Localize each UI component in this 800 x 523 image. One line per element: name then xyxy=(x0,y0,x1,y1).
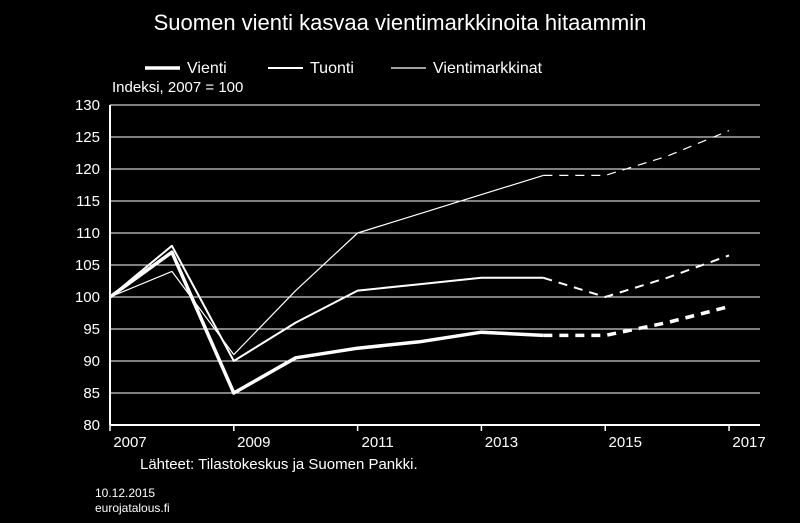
x-tick-label: 2009 xyxy=(237,434,270,451)
axis-subtitle: Indeksi, 2007 = 100 xyxy=(112,79,243,96)
y-tick-label: 80 xyxy=(83,417,100,434)
y-tick-label: 130 xyxy=(75,97,100,114)
y-tick-label: 120 xyxy=(75,161,100,178)
source-label: Lähteet: Tilastokeskus ja Suomen Pankki. xyxy=(140,456,418,473)
legend: Vienti Tuonti Vientimarkkinat xyxy=(145,60,543,77)
legend-label: Vientimarkkinat xyxy=(433,60,543,77)
x-tick-label: 2017 xyxy=(732,434,765,451)
y-tick-label: 105 xyxy=(75,257,100,274)
legend-label: Vienti xyxy=(187,60,227,77)
y-tick-label: 110 xyxy=(76,225,100,242)
footnote-date: 10.12.2015 xyxy=(95,486,155,500)
y-tick-label: 85 xyxy=(83,385,100,402)
x-tick-label: 2013 xyxy=(485,434,518,451)
y-tick-label: 125 xyxy=(75,129,100,146)
x-tick-label: 2011 xyxy=(361,434,393,451)
x-tick-label: 2015 xyxy=(609,434,642,451)
y-tick-label: 95 xyxy=(83,321,100,338)
legend-label: Tuonti xyxy=(310,60,354,77)
chart-svg: Suomen vienti kasvaa vientimarkkinoita h… xyxy=(0,0,800,523)
chart-container: Suomen vienti kasvaa vientimarkkinoita h… xyxy=(0,0,800,523)
y-tick-label: 115 xyxy=(76,193,100,210)
chart-title: Suomen vienti kasvaa vientimarkkinoita h… xyxy=(154,10,647,35)
y-tick-label: 100 xyxy=(75,289,100,306)
y-tick-label: 90 xyxy=(83,353,100,370)
footnote-site: eurojatalous.fi xyxy=(95,501,170,515)
x-tick-label: 2007 xyxy=(113,434,146,451)
